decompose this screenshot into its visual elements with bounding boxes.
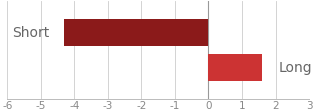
- Bar: [209, 54, 262, 81]
- Text: Long: Long: [279, 61, 313, 75]
- Bar: [64, 19, 209, 46]
- Text: Short: Short: [12, 26, 50, 40]
